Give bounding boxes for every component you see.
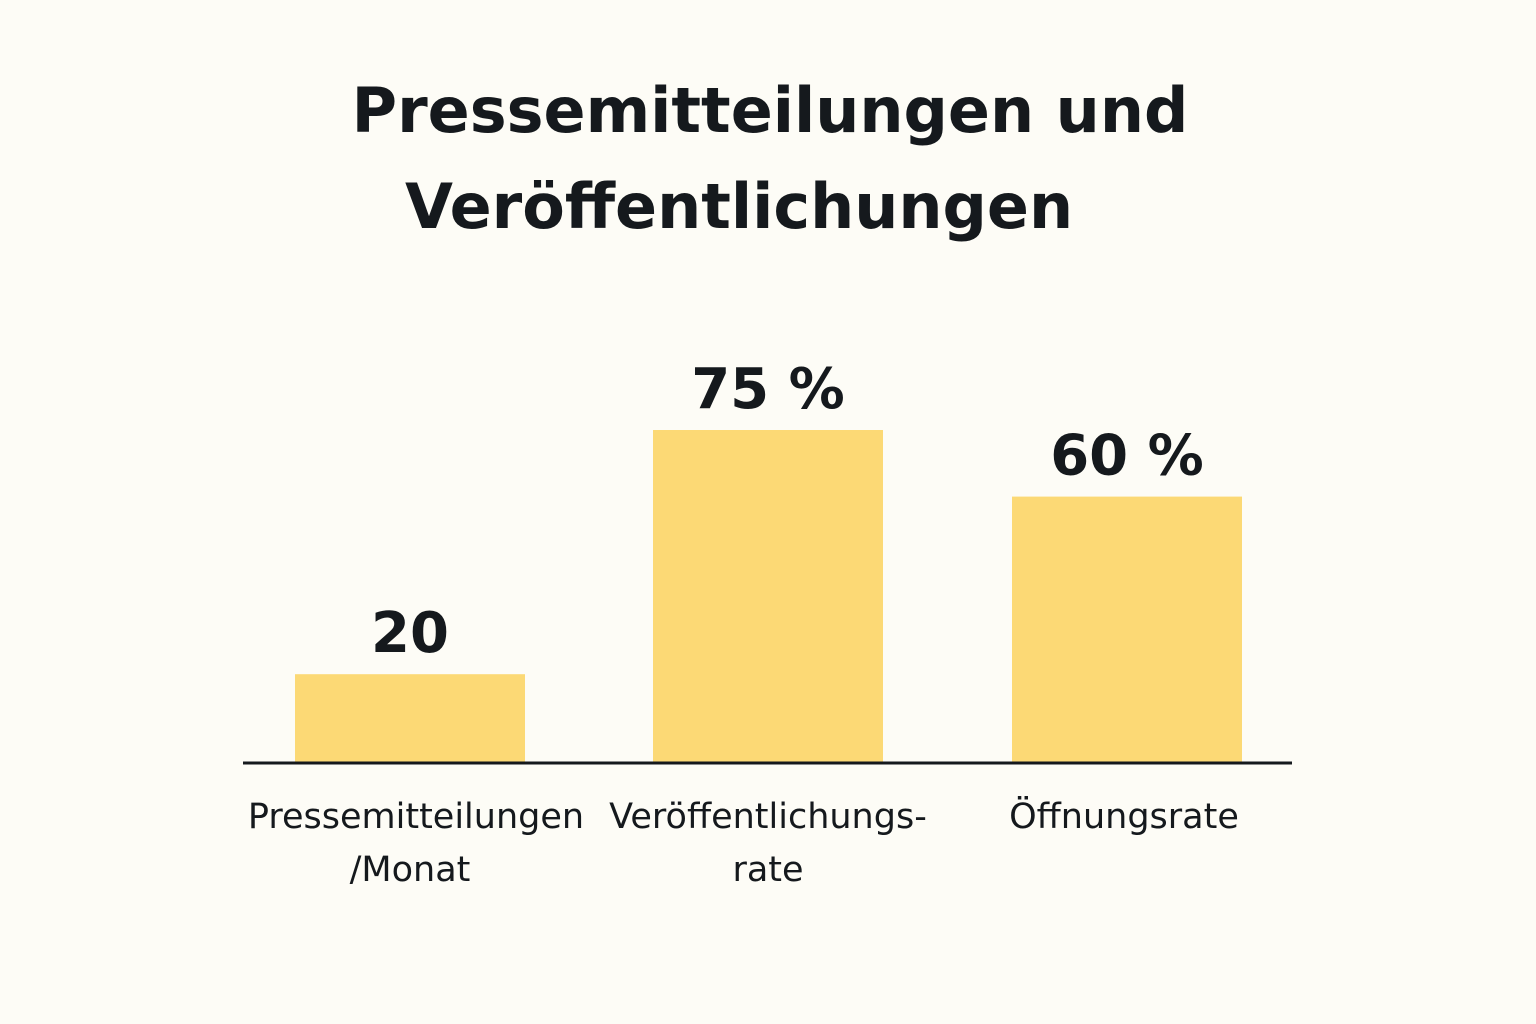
bar-value-label-1: 20 (371, 601, 449, 666)
chart-title-line-2: Veröffentlichungen (405, 170, 1074, 243)
bar-2 (653, 430, 883, 763)
chart-title-line-1: Pressemitteilungen und (351, 74, 1189, 147)
bar-value-label-3: 60 % (1050, 424, 1204, 489)
category-label-1-line-1: Pressemitteilungen (248, 797, 584, 837)
category-label-3-line-1: Öffnungsrate (1009, 795, 1239, 837)
category-label-2-line-2: rate (732, 850, 803, 890)
category-label-2-line-1: Veröffentlichungs- (609, 797, 927, 837)
category-label-1-line-2: /Monat (350, 850, 471, 890)
bar-value-label-2: 75 % (691, 357, 845, 422)
bar-3 (1012, 496, 1242, 763)
bar-1 (295, 674, 525, 763)
